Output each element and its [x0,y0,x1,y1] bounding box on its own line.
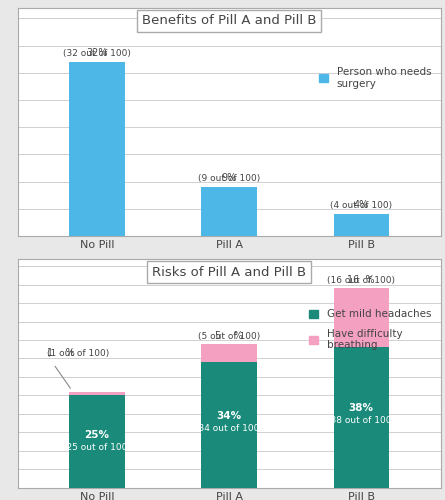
Text: 34%: 34% [217,411,242,421]
Text: (16 out of 100): (16 out of 100) [327,266,395,285]
Text: 1    %: 1 % [47,348,75,358]
Text: 4%: 4% [354,200,369,210]
Text: 9%: 9% [222,172,237,182]
Text: Benefits of Pill A and Pill B: Benefits of Pill A and Pill B [142,14,316,28]
Text: (38 out of 100): (38 out of 100) [327,416,395,425]
Text: Risks of Pill A and Pill B: Risks of Pill A and Pill B [152,266,306,279]
Legend: Person who needs
surgery: Person who needs surgery [315,63,435,93]
Bar [69,392,125,396]
Text: 25%: 25% [85,430,109,440]
Text: (25 out of 100): (25 out of 100) [63,444,131,452]
Bar [202,187,257,236]
Bar [69,396,125,488]
Text: (34 out of 100): (34 out of 100) [195,424,263,434]
Legend: Get mild headaches, Have difficulty
breathing: Get mild headaches, Have difficulty brea… [305,306,435,354]
Text: 16  %: 16 % [348,276,375,285]
Bar [202,362,257,488]
Text: (9 out of 100): (9 out of 100) [198,164,260,182]
Bar [334,288,389,348]
Text: 32%: 32% [86,48,108,58]
Bar [202,344,257,362]
Text: (32 out of 100): (32 out of 100) [63,38,131,58]
Text: (4 out of 100): (4 out of 100) [330,190,392,210]
Text: (5 out of 100): (5 out of 100) [198,322,260,341]
Text: 5    %: 5 % [215,331,243,341]
Bar [69,62,125,236]
Text: (1 out of 100): (1 out of 100) [47,339,109,358]
Bar [334,348,389,488]
Text: 38%: 38% [349,402,374,412]
Bar [334,214,389,236]
